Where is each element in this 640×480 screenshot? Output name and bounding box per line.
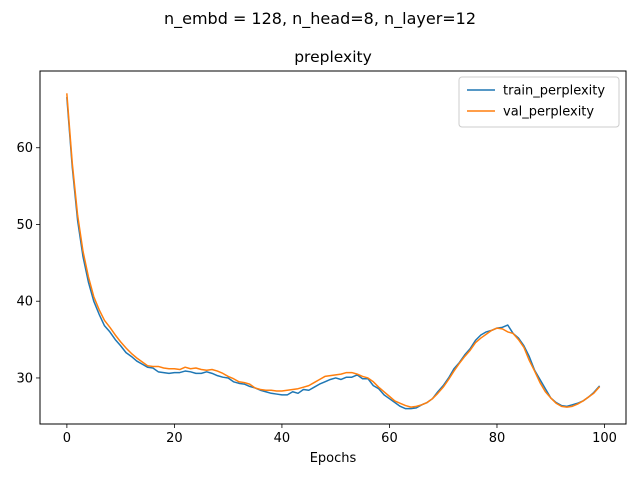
figure-suptitle: n_embd = 128, n_head=8, n_layer=12 [164, 9, 476, 29]
plot-lines [66, 93, 601, 410]
y-tick-label: 60 [16, 141, 33, 156]
x-axis-label: Epochs [310, 451, 357, 466]
x-tick-label: 20 [166, 431, 183, 446]
chart-title: preplexity [294, 48, 372, 66]
x-tick-label: 100 [592, 431, 617, 446]
axes-frame [39, 70, 627, 425]
y-tick-label: 40 [16, 295, 33, 310]
legend-label-train_perplexity: train_perplexity [503, 84, 605, 99]
x-axis-ticks: 0 20 40 60 80 100 [63, 424, 617, 446]
legend: train_perplexity val_perplexity [458, 76, 620, 128]
x-tick-label: 0 [63, 431, 71, 446]
x-tick-label: 80 [489, 431, 506, 446]
series-line-val_perplexity [66, 93, 601, 408]
legend-label-val_perplexity: val_perplexity [503, 105, 594, 120]
y-tick-label: 50 [16, 218, 33, 233]
legend-box [458, 76, 620, 128]
y-tick-label: 30 [16, 371, 33, 386]
series-line-train_perplexity [66, 97, 601, 410]
x-tick-label: 60 [381, 431, 398, 446]
x-tick-label: 40 [274, 431, 291, 446]
y-axis-ticks: 30 40 50 60 [16, 141, 40, 386]
